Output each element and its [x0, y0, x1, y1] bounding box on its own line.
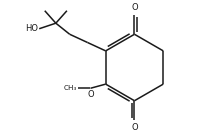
Text: O: O [131, 3, 138, 12]
Text: CH₃: CH₃ [63, 85, 77, 91]
Text: O: O [131, 123, 138, 132]
Text: HO: HO [25, 24, 38, 33]
Text: O: O [87, 90, 94, 99]
